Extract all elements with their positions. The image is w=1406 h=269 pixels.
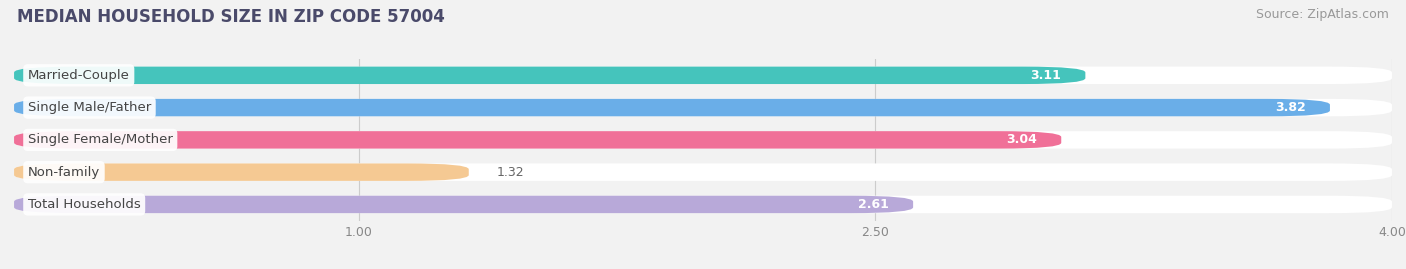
Text: 3.82: 3.82 xyxy=(1275,101,1306,114)
FancyBboxPatch shape xyxy=(14,131,1392,148)
FancyBboxPatch shape xyxy=(14,164,468,181)
FancyBboxPatch shape xyxy=(14,67,1392,84)
FancyBboxPatch shape xyxy=(14,99,1392,116)
Text: 3.11: 3.11 xyxy=(1031,69,1062,82)
FancyBboxPatch shape xyxy=(14,196,1392,213)
FancyBboxPatch shape xyxy=(14,67,1085,84)
Text: MEDIAN HOUSEHOLD SIZE IN ZIP CODE 57004: MEDIAN HOUSEHOLD SIZE IN ZIP CODE 57004 xyxy=(17,8,444,26)
Text: Single Male/Father: Single Male/Father xyxy=(28,101,150,114)
Text: 1.32: 1.32 xyxy=(496,166,524,179)
FancyBboxPatch shape xyxy=(14,99,1330,116)
Text: 3.04: 3.04 xyxy=(1007,133,1038,146)
Text: 2.61: 2.61 xyxy=(858,198,889,211)
Text: Non-family: Non-family xyxy=(28,166,100,179)
FancyBboxPatch shape xyxy=(14,164,1392,181)
FancyBboxPatch shape xyxy=(14,131,1062,148)
Text: Total Households: Total Households xyxy=(28,198,141,211)
FancyBboxPatch shape xyxy=(14,196,912,213)
Text: Married-Couple: Married-Couple xyxy=(28,69,129,82)
Text: Source: ZipAtlas.com: Source: ZipAtlas.com xyxy=(1256,8,1389,21)
Text: Single Female/Mother: Single Female/Mother xyxy=(28,133,173,146)
